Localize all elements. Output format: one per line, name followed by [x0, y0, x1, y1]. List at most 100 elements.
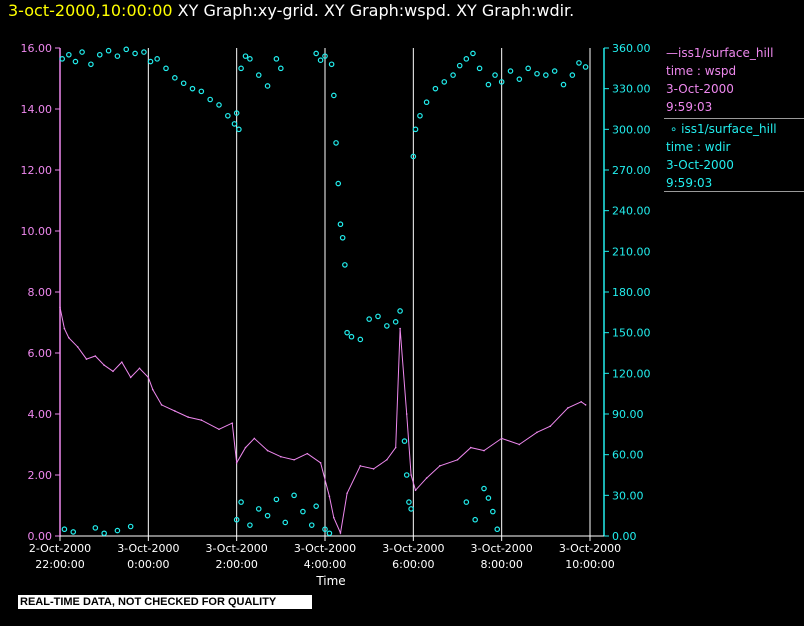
wdir-point [366, 316, 372, 322]
right-tick-label: 360.00 [612, 42, 651, 55]
wdir-point [408, 506, 414, 512]
wdir-point [322, 53, 328, 59]
wdir-point [375, 313, 381, 320]
wdir-point [490, 508, 496, 515]
x-tick-date: 3-Oct-2000 [117, 542, 179, 555]
wspd-point [518, 443, 521, 446]
wdir-point [401, 438, 408, 444]
wdir-point [410, 153, 417, 160]
wdir-point [525, 65, 531, 72]
x-tick-time: 10:00:00 [565, 558, 614, 571]
wspd-point [567, 407, 569, 409]
wdir-point [485, 81, 492, 88]
wspd-point [63, 327, 66, 330]
wdir-point [264, 83, 271, 89]
wspd-point [112, 370, 114, 373]
wdir-point [476, 65, 483, 72]
wdir-point [101, 530, 107, 537]
wdir-point [333, 140, 339, 146]
wdir-point [498, 79, 505, 85]
wspd-point [138, 367, 141, 370]
x-axis-label: Time [315, 574, 345, 588]
wdir-point [231, 121, 238, 127]
wspd-point [394, 446, 397, 449]
wspd-point [244, 446, 247, 449]
wdir-point [342, 262, 348, 268]
wdir-point [147, 58, 154, 65]
wdir-point [70, 529, 77, 535]
wdir-point [105, 47, 112, 54]
wdir-point [264, 512, 271, 519]
wdir-point [560, 81, 567, 88]
wdir-point [569, 72, 576, 78]
wdir-point [397, 308, 403, 314]
wdir-point [79, 49, 85, 55]
wdir-point [238, 499, 244, 505]
x-tick-date: 3-Oct-2000 [559, 542, 621, 555]
right-tick-label: 30.00 [612, 489, 644, 502]
wspd-point [280, 455, 282, 458]
wdir-point [551, 68, 558, 74]
wdir-point [198, 88, 205, 95]
wdir-point [273, 56, 280, 62]
wspd-point [147, 376, 150, 379]
wdir-point [344, 329, 350, 336]
wdir-point [576, 60, 582, 66]
right-tick-label: 0.00 [612, 530, 637, 543]
wdir-point [403, 472, 410, 478]
wdir-point [492, 72, 498, 78]
wspd-point [129, 376, 132, 379]
wspd-point [174, 410, 176, 412]
wdir-point [255, 506, 262, 512]
right-tick-label: 240.00 [612, 205, 651, 218]
wdir-point [238, 65, 244, 72]
wdir-point [247, 56, 253, 62]
wdir-point [463, 56, 470, 62]
wdir-point [123, 46, 130, 53]
wspd-point [456, 458, 459, 461]
wdir-point [326, 530, 333, 537]
wdir-point [114, 527, 121, 534]
x-tick-time: 4:00:00 [304, 558, 346, 571]
wspd-point [333, 516, 335, 519]
wdir-point [472, 516, 478, 523]
x-tick-date: 3-Oct-2000 [382, 542, 444, 555]
wspd-point [59, 306, 61, 309]
wdir-point [441, 79, 448, 85]
title-time: 3-oct-2000,10:00:00 [8, 1, 173, 20]
wdir-point [127, 523, 134, 530]
wspd-point [68, 336, 70, 339]
left-tick-label: 6.00 [28, 347, 53, 360]
circle-marker-icon: ∘ [666, 122, 682, 136]
wspd-point [359, 465, 362, 467]
wdir-point [66, 51, 72, 58]
right-axis-ticks: 0.00 30.00 60.00 90.00 120.00 150.00 180.00 210… [604, 42, 651, 543]
wdir-point [282, 519, 289, 526]
left-tick-label: 8.00 [28, 286, 53, 299]
wdir-point [348, 333, 355, 340]
wdir-point [207, 96, 213, 103]
wdir-point [242, 53, 249, 59]
wspd-point [500, 437, 503, 440]
wdir-point [313, 50, 319, 57]
axes [59, 48, 605, 537]
wspd-point [328, 495, 331, 498]
wspd-point [160, 404, 163, 406]
wspd-point [405, 413, 408, 415]
wdir-point [233, 110, 240, 116]
x-tick-date: 3-Oct-2000 [206, 542, 268, 555]
wspd-point [549, 425, 552, 428]
wspd-point [151, 388, 154, 391]
wdir-point [72, 58, 79, 65]
legend-wdir: ∘ iss1/surface_hill time : wdir 3-Oct-20… [664, 120, 804, 192]
x-tick-date: 3-Oct-2000 [294, 542, 356, 555]
legend-wspd: —iss1/surface_hill time : wspd 3-Oct-200… [664, 44, 804, 116]
wspd-point [584, 404, 587, 406]
left-tick-label: 10.00 [21, 225, 53, 238]
wdir-point [291, 492, 297, 499]
legend-wspd-source: iss1/surface_hill [678, 46, 774, 60]
wdir-point [456, 62, 463, 69]
right-tick-label: 330.00 [612, 83, 651, 96]
legend-wdir-source: iss1/surface_hill [681, 122, 777, 136]
wspd-point [253, 437, 256, 440]
